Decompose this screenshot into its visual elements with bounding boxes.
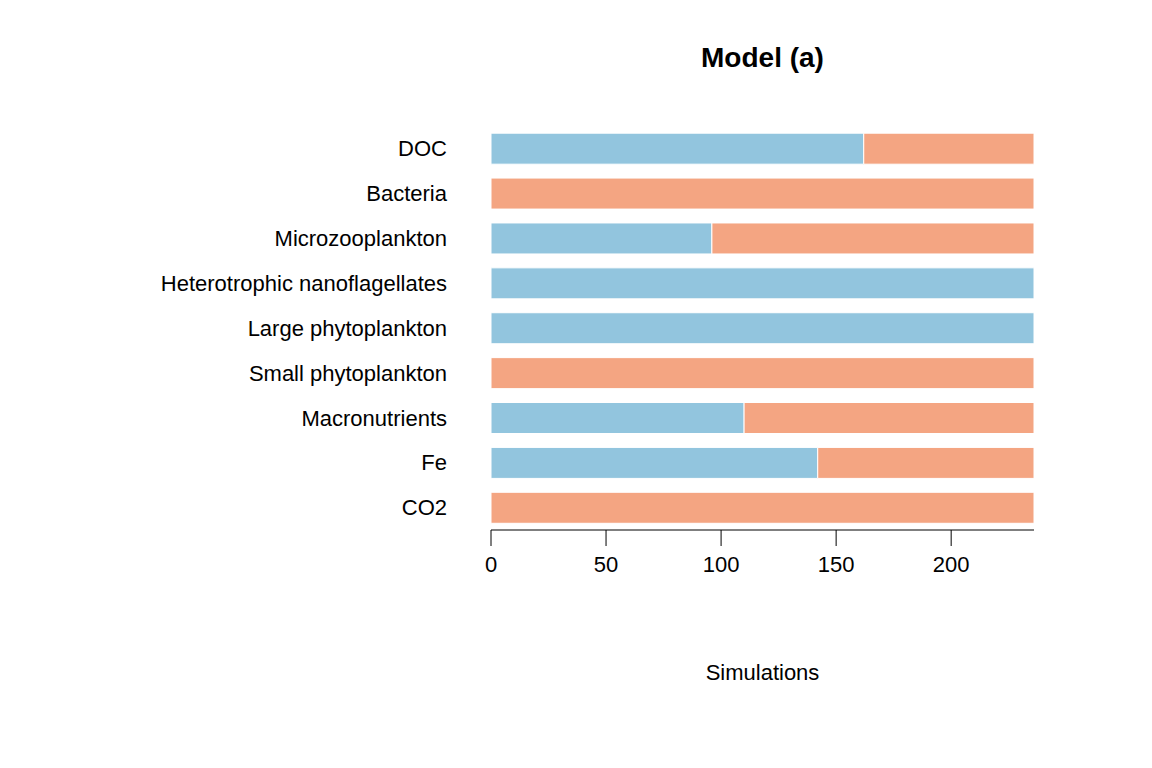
svg-text:50: 50 [594, 552, 618, 577]
svg-text:DOC: DOC [398, 136, 447, 161]
svg-text:Large phytoplankton: Large phytoplankton [248, 316, 447, 341]
svg-text:Small phytoplankton: Small phytoplankton [249, 361, 447, 386]
svg-text:200: 200 [933, 552, 970, 577]
svg-text:0: 0 [485, 552, 497, 577]
svg-text:Simulations: Simulations [706, 660, 820, 685]
svg-text:Microzooplankton: Microzooplankton [275, 226, 447, 251]
svg-text:Macronutrients: Macronutrients [301, 406, 447, 431]
svg-text:Heterotrophic nanoflagellates: Heterotrophic nanoflagellates [161, 271, 447, 296]
svg-text:CO2: CO2 [402, 495, 447, 520]
html-text:Model (a): Model (a) [701, 42, 824, 73]
svg-text:Bacteria: Bacteria [366, 181, 447, 206]
svg-text:Fe: Fe [421, 450, 447, 475]
svg-text:150: 150 [818, 552, 855, 577]
svg-text:100: 100 [703, 552, 740, 577]
